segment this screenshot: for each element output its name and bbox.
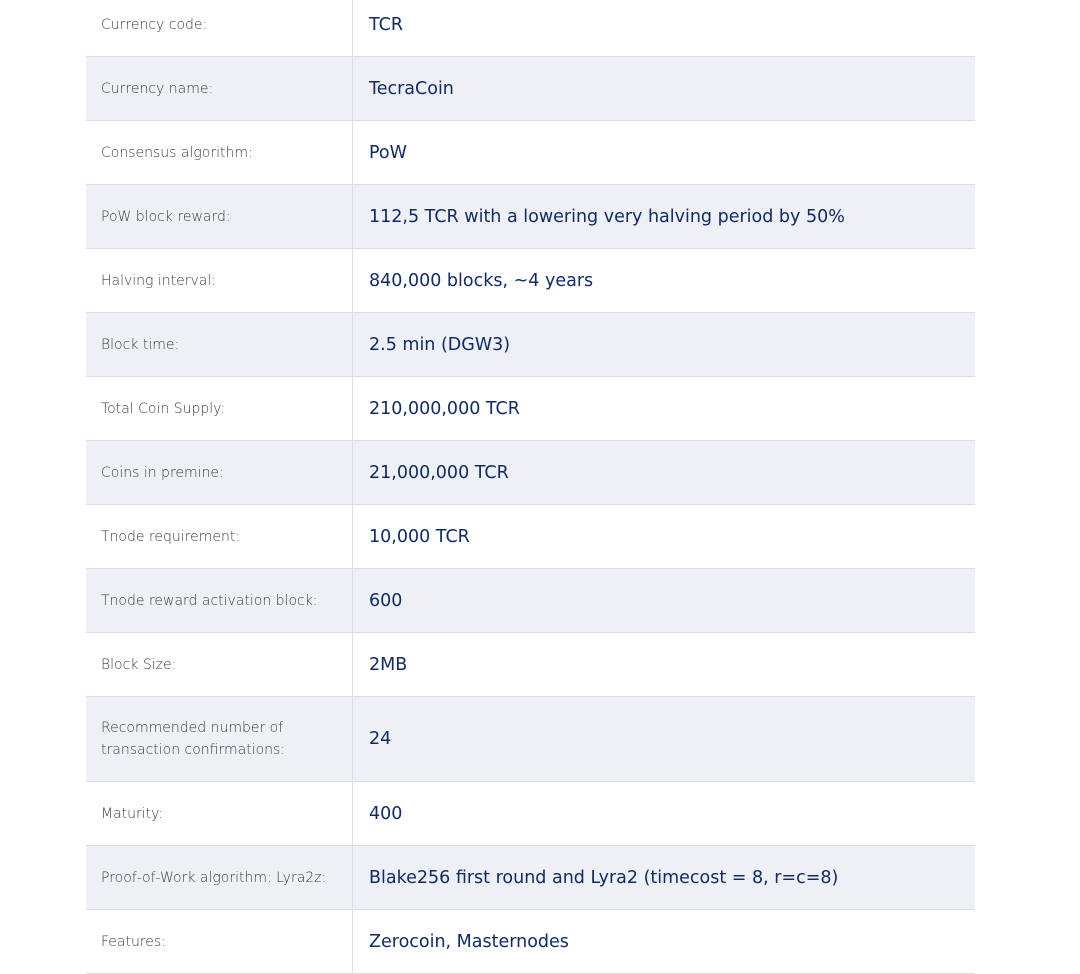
row-label: Proof-of-Work algorithm: Lyra2z:	[86, 846, 353, 909]
row-label: Coins in premine:	[86, 441, 353, 504]
row-label: Tnode reward activation block:	[86, 569, 353, 632]
table-row: Tnode reward activation block: 600	[86, 569, 975, 633]
row-value: 2.5 min (DGW3)	[369, 334, 511, 355]
row-value: 2MB	[369, 654, 408, 675]
row-label: Total Coin Supply:	[86, 377, 353, 440]
row-label: Block Size:	[86, 633, 353, 696]
table-row: Maturity: 400	[86, 782, 975, 846]
row-label: Block time:	[86, 313, 353, 376]
table-row: Currency code: TCR	[86, 0, 975, 57]
table-row: Coins in premine: 21,000,000 TCR	[86, 441, 975, 505]
row-label: PoW block reward:	[86, 185, 353, 248]
row-label: Currency name:	[86, 57, 353, 120]
row-label: Consensus algorithm:	[86, 121, 353, 184]
table-row: Block Size: 2MB	[86, 633, 975, 697]
row-value: 840,000 blocks, ~4 years	[369, 270, 594, 291]
table-row: Consensus algorithm: PoW	[86, 121, 975, 185]
row-value: TCR	[369, 14, 404, 35]
row-value: PoW	[369, 142, 407, 163]
row-value: 400	[369, 803, 403, 824]
row-label: Features:	[86, 910, 353, 973]
row-label: Currency code:	[86, 0, 353, 56]
row-value: 210,000,000 TCR	[369, 398, 520, 419]
coin-spec-table: Currency code: TCR Currency name: TecraCoin…	[86, 0, 975, 974]
table-row: Currency name: TecraCoin	[86, 57, 975, 121]
row-label: Recommended number of transaction confir…	[86, 697, 353, 781]
row-label: Halving interval:	[86, 249, 353, 312]
row-value: 10,000 TCR	[369, 526, 470, 547]
row-value: 24	[369, 729, 392, 749]
row-value: Blake256 first round and Lyra2 (timecost…	[369, 867, 839, 888]
row-value: TecraCoin	[369, 78, 454, 99]
row-label: Tnode requirement:	[86, 505, 353, 568]
table-row: Block time: 2.5 min (DGW3)	[86, 313, 975, 377]
row-value: Zerocoin, Masternodes	[369, 931, 569, 952]
row-value: 21,000,000 TCR	[369, 462, 509, 483]
row-value: 600	[369, 590, 403, 611]
table-row: Recommended number of transaction confir…	[86, 697, 975, 782]
row-label: Maturity:	[86, 782, 353, 845]
table-row: Proof-of-Work algorithm: Lyra2z: Blake256…	[86, 846, 975, 910]
table-row: PoW block reward: 112,5 TCR with a loweri…	[86, 185, 975, 249]
row-value: 112,5 TCR with a lowering very halving p…	[369, 206, 845, 227]
table-row: Halving interval: 840,000 blocks, ~4 year…	[86, 249, 975, 313]
table-row: Total Coin Supply: 210,000,000 TCR	[86, 377, 975, 441]
table-row: Tnode requirement: 10,000 TCR	[86, 505, 975, 569]
table-row: Features: Zerocoin, Masternodes	[86, 910, 975, 974]
